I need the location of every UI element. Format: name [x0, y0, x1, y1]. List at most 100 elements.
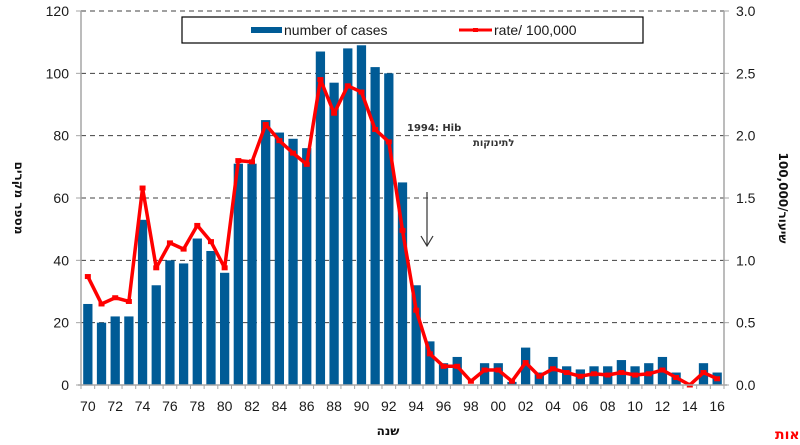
- bar-78: [192, 238, 202, 385]
- bar-80: [220, 272, 230, 385]
- x-tick-label: 70: [80, 398, 96, 414]
- bar-83: [261, 120, 271, 385]
- rate-point-81: [235, 158, 242, 164]
- bar-00: [493, 363, 503, 385]
- left-y-tick-labels: 0 20 40 60 80 100 120: [46, 3, 70, 393]
- rate-point-70: [84, 274, 91, 280]
- rate-point-01: [508, 378, 515, 384]
- x-tick-label: 90: [354, 398, 370, 414]
- rate-point-08: [604, 372, 611, 378]
- x-tick-label: 10: [627, 398, 643, 414]
- legend-label-rate: rate/ 100,000: [494, 22, 577, 38]
- y-tick-label: 100: [46, 65, 70, 81]
- rate-point-11: [645, 371, 652, 377]
- y2-tick-label: 0.0: [736, 377, 756, 393]
- bar-89: [343, 48, 353, 386]
- rate-point-85: [290, 150, 297, 156]
- bar-90: [356, 45, 367, 386]
- y-tick-label: 20: [53, 315, 69, 331]
- rate-point-80: [221, 265, 228, 271]
- bar-72: [110, 316, 120, 385]
- axes: [78, 11, 727, 386]
- x-tick-label: 96: [436, 398, 452, 414]
- rate-point-09: [618, 370, 625, 376]
- bar-91: [370, 67, 380, 385]
- x-tick-label: 98: [463, 398, 479, 414]
- rate-point-15: [700, 370, 707, 376]
- x-tick-label: 12: [655, 398, 671, 414]
- x-tick-labels: 70 72 74 76 78 80 82 84 86 88 90 92 94 96 98 00 02 04 06 08…: [80, 398, 725, 414]
- rate-point-98: [467, 378, 474, 384]
- rate-point-91: [372, 126, 379, 132]
- rate-point-89: [344, 83, 351, 89]
- bar-86: [302, 148, 312, 385]
- rate-point-05: [563, 370, 570, 376]
- x-tick-label: 14: [682, 398, 698, 414]
- x-tick-label: 86: [299, 398, 315, 414]
- bar-99: [479, 363, 490, 385]
- rate-point-75: [153, 265, 160, 271]
- bar-79: [206, 250, 216, 385]
- annotation-line-1: 1994: Hib: [407, 123, 461, 134]
- x-tick-label: 72: [107, 398, 123, 414]
- rate-point-92: [385, 139, 392, 145]
- rate-point-73: [125, 298, 132, 304]
- x-tick-label: 84: [272, 398, 288, 414]
- legend-marker-rate: [473, 28, 478, 32]
- annotation-line-2: לתינוקות: [473, 138, 514, 149]
- x-tick-label: 76: [162, 398, 178, 414]
- x-tick-label: 00: [490, 398, 506, 414]
- rate-point-87: [317, 77, 324, 83]
- bar-88: [329, 82, 339, 385]
- bar-96: [438, 363, 449, 385]
- rate-point-76: [166, 240, 173, 246]
- rate-point-78: [194, 222, 201, 228]
- source-credit: האגף לאפידמיולוגיה, משרד הבריאות: [775, 427, 800, 443]
- rate-point-12: [659, 367, 666, 373]
- rate-point-72: [112, 295, 119, 301]
- bar-92: [384, 73, 394, 385]
- bar-74: [137, 219, 148, 385]
- x-tick-label: 82: [244, 398, 260, 414]
- rate-point-03: [536, 373, 543, 379]
- y-axis-title: מספר מקרים: [12, 162, 26, 235]
- y2-tick-label: 2.5: [736, 65, 756, 81]
- bar-93: [397, 182, 408, 385]
- bar-05: [562, 366, 572, 385]
- rate-point-74: [139, 185, 146, 191]
- x-tick-label: 94: [408, 398, 424, 414]
- y-tick-label: 40: [53, 252, 69, 268]
- bar-70: [83, 303, 93, 385]
- x-tick-label: 02: [518, 398, 534, 414]
- bar-71: [96, 322, 107, 385]
- y2-axis-title: שיעור/100,000: [776, 152, 790, 243]
- rate-point-97: [454, 363, 461, 369]
- x-tick-label: 08: [600, 398, 616, 414]
- x-tick-label: 74: [135, 398, 151, 414]
- x-tick-label: 16: [709, 398, 725, 414]
- x-tick-label: 06: [573, 398, 589, 414]
- bar-02: [520, 347, 531, 385]
- x-tick-label: 78: [189, 398, 205, 414]
- rate-point-95: [426, 351, 433, 357]
- rate-point-79: [207, 239, 214, 245]
- legend-label-cases: number of cases: [284, 22, 388, 38]
- bar-87: [315, 51, 326, 386]
- right-y-tick-labels: 0.0 0.5 1.0 1.5 2.0 2.5 3.0: [736, 3, 756, 393]
- rate-point-13: [673, 375, 680, 381]
- bar-84: [274, 132, 285, 385]
- y-tick-label: 120: [46, 3, 70, 19]
- x-tick-label: 04: [545, 398, 561, 414]
- x-tick-label: 80: [217, 398, 233, 414]
- rate-point-02: [522, 360, 529, 366]
- y2-tick-label: 0.5: [736, 315, 756, 331]
- down-arrow-head-icon: [420, 235, 434, 248]
- bar-97: [452, 356, 462, 385]
- y2-tick-label: 3.0: [736, 3, 756, 19]
- rate-point-10: [632, 372, 639, 378]
- bar-82: [247, 163, 257, 385]
- rate-point-82: [249, 159, 256, 165]
- y2-tick-label: 1.5: [736, 190, 756, 206]
- rate-point-06: [577, 373, 584, 379]
- x-tick-label: 92: [381, 398, 397, 414]
